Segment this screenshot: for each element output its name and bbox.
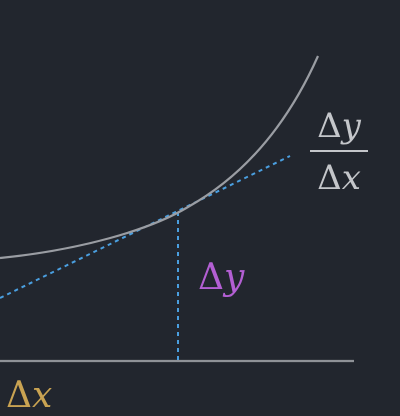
delta-x-var: x xyxy=(32,375,53,416)
delta-y-var: y xyxy=(224,257,245,298)
delta-x-symbol: Δ xyxy=(6,375,32,416)
slope-denominator: Δx xyxy=(308,158,370,198)
delta-x-label: Δx xyxy=(6,378,52,414)
slope-denominator-var: x xyxy=(341,158,361,198)
slope-fraction-label: Δy Δx xyxy=(308,106,370,198)
slope-numerator-var: y xyxy=(341,106,361,146)
delta-y-label: Δy xyxy=(198,260,244,296)
fraction-bar xyxy=(310,150,368,152)
delta-y-symbol: Δ xyxy=(198,257,224,298)
slope-denominator-delta: Δ xyxy=(317,158,342,198)
curve xyxy=(0,55,320,260)
diagram-canvas xyxy=(0,55,354,363)
slope-numerator: Δy xyxy=(308,106,370,146)
slope-numerator-delta: Δ xyxy=(317,106,342,146)
